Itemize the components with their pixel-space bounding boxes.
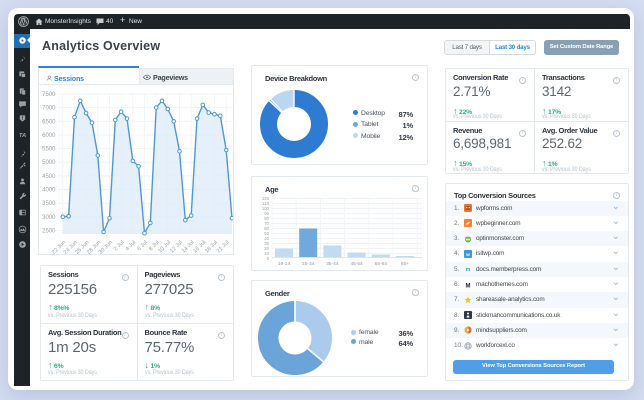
svg-text:90: 90 [264, 211, 269, 216]
svg-text:100: 100 [262, 206, 270, 211]
svg-text:20: 20 [264, 246, 269, 251]
svg-text:5000: 5000 [42, 160, 56, 166]
svg-text:6000: 6000 [42, 133, 56, 139]
svg-text:35-44: 35-44 [326, 261, 339, 267]
svg-text:4500: 4500 [42, 174, 56, 180]
svg-text:55-64: 55-64 [375, 261, 388, 267]
svg-text:60: 60 [264, 226, 269, 231]
svg-text:3000: 3000 [42, 215, 56, 221]
svg-text:m: m [466, 267, 471, 273]
svg-text:50: 50 [264, 231, 269, 236]
svg-text:2 Jul: 2 Jul [113, 240, 126, 253]
svg-text:M: M [466, 283, 471, 289]
svg-text:W: W [466, 252, 470, 257]
svg-text:40: 40 [264, 236, 269, 241]
svg-text:70: 70 [264, 221, 269, 226]
svg-text:25-34: 25-34 [302, 261, 315, 267]
svg-text:10: 10 [264, 251, 269, 256]
svg-text:30: 30 [264, 241, 269, 246]
svg-text:110: 110 [262, 201, 269, 206]
svg-text:6 Jul: 6 Jul [136, 240, 149, 253]
svg-text:7500: 7500 [42, 92, 56, 98]
svg-text:4000: 4000 [42, 188, 56, 194]
svg-text:TA: TA [18, 132, 25, 138]
svg-text:2500: 2500 [42, 229, 56, 235]
svg-text:65+: 65+ [401, 261, 409, 267]
svg-text:7000: 7000 [42, 106, 56, 112]
svg-text:5500: 5500 [42, 147, 56, 153]
svg-text:0: 0 [267, 256, 270, 261]
svg-text:120: 120 [262, 196, 270, 201]
svg-text:4 Jul: 4 Jul [125, 240, 138, 253]
svg-text:45-54: 45-54 [350, 261, 363, 267]
svg-text:3500: 3500 [42, 201, 56, 207]
svg-text:30 Jun: 30 Jun [98, 240, 114, 254]
svg-text:19-24: 19-24 [278, 261, 291, 267]
svg-text:80: 80 [264, 216, 269, 221]
svg-text:6500: 6500 [42, 119, 56, 125]
svg-text:21 Jul: 21 Jul [216, 240, 231, 254]
